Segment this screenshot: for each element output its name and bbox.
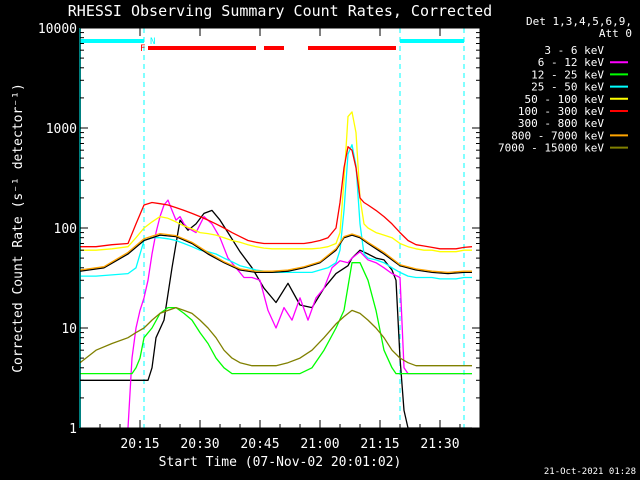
legend-label: 7000 - 15000 keV xyxy=(498,142,604,155)
legend-label: 50 - 100 keV xyxy=(525,93,605,106)
y-axis-label: Corrected Count Rate (s⁻¹ detector⁻¹) xyxy=(11,83,26,373)
x-tick-label: 20:15 xyxy=(120,437,159,452)
legend-label: 100 - 300 keV xyxy=(518,105,604,118)
x-tick-label: 21:30 xyxy=(420,437,459,452)
series-line-7000-15000-kev xyxy=(79,306,472,367)
y-tick-label: 10000 xyxy=(38,22,77,37)
y-tick-label: 10 xyxy=(61,322,77,337)
series-line-6-12-kev xyxy=(127,199,472,429)
legend-header-attenuator: Att 0 xyxy=(599,27,632,40)
x-tick-label: 21:00 xyxy=(300,437,339,452)
axis-layer: 20:15 20:30 20:45 21:00 21:15 21:30 1 10 100 1000… xyxy=(38,22,480,452)
series-line-25-50-kev xyxy=(80,144,472,280)
chart-title: RHESSI Observing Summary Count Rates, Co… xyxy=(68,2,492,20)
legend-label: 800 - 7000 keV xyxy=(511,129,604,142)
legend-label: 300 - 800 keV xyxy=(518,117,604,130)
x-tick-label: 21:15 xyxy=(360,437,399,452)
x-tick-label: 20:45 xyxy=(240,437,279,452)
series-line-50-100-kev xyxy=(80,111,472,253)
series-line-12-25-kev xyxy=(80,262,472,375)
footer-date: 21-Oct-2021 01:28 xyxy=(544,467,636,477)
x-axis-label: Start Time (07-Nov-02 20:01:02) xyxy=(159,455,402,470)
series-line-800-7000-kev xyxy=(79,232,472,274)
series-line-300-800-kev xyxy=(79,234,472,275)
y-tick-label: 100 xyxy=(54,222,77,237)
legend-label: 12 - 25 keV xyxy=(531,68,604,81)
x-tick-label: 20:30 xyxy=(180,437,219,452)
y-tick-label: 1 xyxy=(69,422,77,437)
flare-flag-label: F xyxy=(140,44,145,54)
plot-area xyxy=(80,28,480,428)
legend-header-detectors: Det 1,3,4,5,6,9, xyxy=(526,15,632,28)
legend-label: 6 - 12 keV xyxy=(538,56,605,69)
night-flag-label: N xyxy=(150,37,155,47)
legend-label: 3 - 6 keV xyxy=(544,44,604,57)
legend-label: 25 - 50 keV xyxy=(531,81,604,94)
series-line-100-300-kev xyxy=(80,146,473,250)
y-tick-label: 1000 xyxy=(46,122,77,137)
series-layer xyxy=(79,111,473,429)
